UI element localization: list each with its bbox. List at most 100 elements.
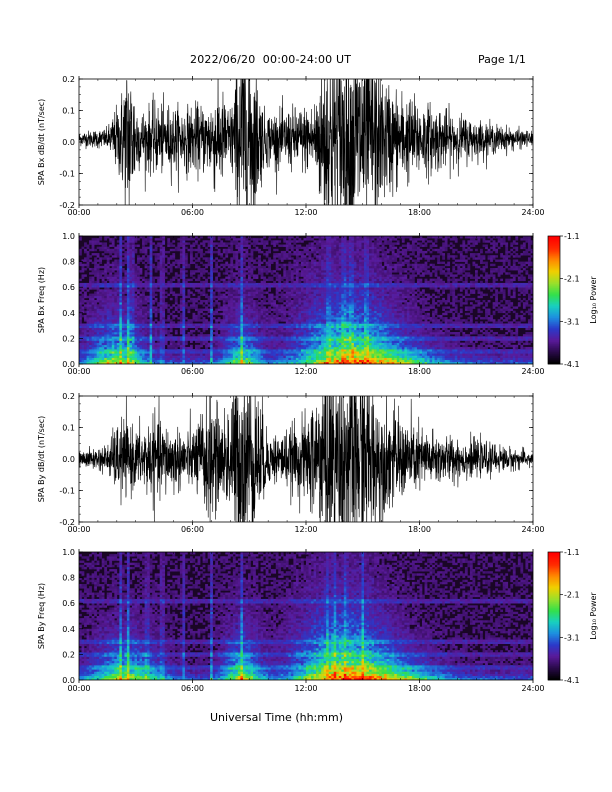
spectrogram-cell [96, 344, 100, 348]
spectrogram-cell [189, 329, 193, 333]
spectrogram-cell [298, 272, 302, 275]
spectrogram-cell [169, 265, 173, 269]
spectrogram-cell [275, 295, 279, 299]
spectrogram-cell [210, 255, 213, 258]
spectrogram-cell [298, 342, 302, 346]
spectrogram-cell [137, 353, 140, 356]
spectrogram-cell [189, 319, 193, 322]
spectrogram-cell [134, 304, 138, 307]
spectrogram-cell [159, 359, 163, 363]
spectrogram-cell [144, 278, 148, 282]
spectrogram-cell [106, 357, 110, 361]
spectrogram-cell [84, 351, 87, 354]
spectrogram-cell [323, 291, 327, 294]
spectrogram-cell [235, 253, 239, 256]
spectrogram-cell [116, 314, 120, 318]
spectrogram-cell [124, 297, 128, 301]
spectrogram-cell [172, 282, 176, 286]
spectrogram-cell [157, 244, 161, 247]
spectrogram-cell [162, 312, 166, 316]
spectrogram-cell [225, 244, 229, 247]
spectrogram-cell [253, 285, 256, 288]
spectrogram-cell [149, 257, 153, 260]
spectrogram-cell [167, 344, 171, 348]
spectrogram-cell [119, 329, 123, 333]
spectrogram-cell [119, 287, 123, 290]
spectrogram-cell [222, 353, 226, 356]
spectrogram-cell [293, 270, 297, 273]
spectrogram-cell [232, 342, 236, 346]
spectrogram-cell [268, 270, 271, 273]
spectrogram-cell [260, 321, 264, 324]
spectrogram-cell [283, 351, 287, 354]
spectrogram-cell [225, 344, 229, 348]
spectrogram-cell [316, 242, 319, 245]
spectrogram-cell [86, 257, 90, 260]
spectrogram-cell [162, 349, 166, 352]
spectrogram-cell [247, 280, 251, 284]
spectrogram-cell [131, 304, 135, 307]
spectrogram-cell [86, 325, 90, 329]
spectrogram-cell [142, 293, 145, 297]
spectrogram-cell [195, 355, 198, 358]
spectrogram-cell [147, 287, 150, 290]
spectrogram-cell [174, 246, 178, 250]
spectrogram-cell [240, 336, 244, 339]
spectrogram-cell [111, 278, 115, 282]
spectrogram-cell [152, 308, 155, 311]
spectrogram-cell [247, 314, 251, 318]
spectrogram-cell [94, 265, 97, 269]
spectrogram-cell [300, 240, 304, 243]
spectrogram-cell [258, 359, 261, 363]
spectrogram-cell [147, 334, 150, 337]
spectrogram-cell [280, 357, 284, 361]
spectrogram-cell [263, 353, 266, 356]
spectrogram-cell [144, 351, 148, 354]
spectrogram-cell [285, 240, 289, 243]
spectrogram-cell [227, 278, 231, 282]
spectrogram-cell [197, 349, 201, 352]
spectrogram-cell [240, 285, 244, 288]
spectrogram-cell [195, 344, 198, 348]
spectrogram-cell [288, 242, 292, 245]
spectrogram-cell [212, 291, 216, 294]
spectrogram-cell [258, 361, 261, 364]
spectrogram-cell [321, 329, 324, 333]
spectrogram-cell [263, 323, 266, 326]
spectrogram-cell [293, 325, 297, 329]
spectrogram-cell [237, 342, 241, 346]
spectrogram-cell [164, 302, 168, 305]
spectrogram-cell [81, 355, 85, 358]
spectrogram-cell [119, 359, 123, 363]
spectrogram-cell [104, 287, 108, 290]
spectrogram-cell [240, 295, 244, 299]
spectrogram-cell [169, 257, 173, 260]
spectrogram-cell [89, 240, 92, 243]
spectrogram-cell [255, 257, 259, 260]
spectrogram-cell [270, 349, 274, 352]
spectrogram-cell [104, 248, 108, 252]
spectrogram-cell [321, 314, 324, 318]
spectrogram-cell [270, 355, 274, 358]
spectrogram-cell [126, 332, 130, 335]
spectrogram-cell [134, 310, 138, 314]
spectrogram-cell [202, 319, 206, 322]
spectrogram-cell [106, 306, 110, 309]
spectrogram-cell [179, 329, 183, 333]
spectrogram-cell [278, 300, 282, 303]
spectrogram-cell [288, 263, 292, 267]
spectrogram-cell [283, 314, 287, 318]
spectrogram-cell [86, 327, 90, 331]
spectrogram-cell [162, 250, 166, 254]
spectrogram-cell [169, 344, 173, 348]
spectrogram-cell [96, 265, 100, 269]
spectrogram-cell [202, 323, 206, 326]
spectrogram-cell [232, 325, 236, 329]
spectrogram-cell [99, 261, 102, 265]
spectrogram-cell [111, 359, 115, 363]
spectrogram-cell [137, 325, 140, 329]
spectrogram-cell [288, 304, 292, 307]
spectrogram-cell [215, 357, 219, 361]
spectrogram-cell [326, 268, 329, 271]
spectrogram-cell [149, 238, 153, 241]
